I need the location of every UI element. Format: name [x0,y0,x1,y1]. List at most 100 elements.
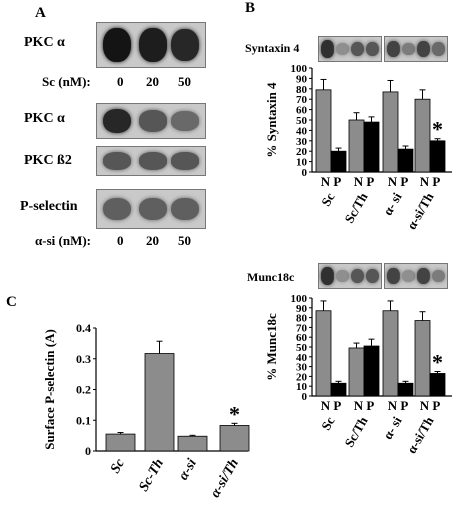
category-label: α-si/Th [208,456,242,500]
bar [177,435,208,452]
sc-concentration-value: 50 [178,74,191,89]
y-tick-label: 20 [296,371,308,383]
blot-band [103,197,131,221]
si-concentration-value: 0 [117,233,124,248]
blot-label-pkc-alpha-2: PKC α [24,111,65,126]
y-tick-label: 0.4 [76,321,91,335]
blot-band [432,42,445,56]
blot-band [432,269,445,283]
blot-band [171,111,199,131]
sc-concentration-label: Sc (nM): [42,74,91,89]
blot-band [417,41,430,57]
panel-b-letter: B [245,0,256,16]
blot-band [417,268,430,284]
western-blot-syntaxin-4-right [384,36,448,62]
blot-label-pkc-beta2: PKC ß2 [24,153,72,168]
blot-band [139,110,167,132]
group-sublabel: N P [420,398,441,413]
y-tick-label: 0.1 [76,413,91,427]
significance-asterisk: * [432,117,443,142]
y-tick-label: 40 [296,352,308,364]
blot-band [139,197,167,221]
group-sublabel: N P [420,174,441,189]
y-tick-label: 60 [296,105,308,117]
blot-band [103,27,131,63]
western-blot-pkc-alpha-2 [96,103,206,139]
bar [144,353,175,452]
bar [105,433,136,452]
blot-band [139,28,167,62]
bar [219,425,250,452]
blot-band [171,197,199,221]
western-blot-syntaxin-4-left [318,36,382,62]
blot-label-munc18c: Munc18c [247,270,295,284]
si-concentration-value: 20 [146,233,159,248]
blot-band [402,42,415,56]
blot-band [321,267,334,285]
category-label: α-si [176,456,200,482]
y-tick-label: 90 [296,73,308,85]
panel-a-letter: A [35,5,46,21]
sc-concentration-value: 20 [146,74,159,89]
y-axis-label: % Munc18c [264,313,279,381]
blot-band [171,28,199,62]
y-tick-label: 80 [296,313,308,325]
blot-band [139,152,167,170]
y-tick-label: 90 [296,303,308,315]
blot-band [171,152,199,170]
si-concentration-label: α-si (nM): [35,233,91,248]
group-sublabel: N P [354,174,375,189]
y-tick-label: 100 [291,293,308,305]
western-blot-pkc-alpha-1 [96,22,206,68]
blot-band [351,268,364,284]
category-label: Sc [108,456,128,476]
blot-band [336,43,349,55]
y-tick-label: 10 [296,381,308,393]
y-tick-label: 0 [302,391,308,403]
blot-band [387,268,400,284]
y-tick-label: 30 [296,136,308,148]
y-tick-label: 70 [296,322,308,334]
blot-band [366,41,379,57]
y-tick-label: 60 [296,332,308,344]
significance-asterisk: * [229,401,240,426]
western-blot-pkc-beta2 [96,146,206,176]
blot-band [336,270,349,282]
blot-band [351,41,364,57]
blot-label-syntaxin-4: Syntaxin 4 [245,41,300,55]
panel-c-letter: C [6,294,17,310]
group-sublabel: N P [388,174,409,189]
western-blot-p-selectin [96,189,206,229]
y-tick-label: 0.3 [76,352,91,366]
y-tick-label: 70 [296,94,308,106]
y-tick-label: 100 [291,63,308,75]
blot-band [103,108,131,134]
y-tick-label: 20 [296,146,308,158]
blot-band [387,41,400,57]
y-tick-label: 80 [296,84,308,96]
y-tick-label: 40 [296,125,308,137]
y-tick-label: 0 [85,444,91,458]
blot-band [103,152,131,170]
western-blot-munc18c-left [318,263,382,289]
y-tick-label: 0.2 [76,383,91,397]
y-tick-label: 0 [302,167,308,179]
y-tick-label: 30 [296,362,308,374]
y-tick-label: 50 [296,342,308,354]
blot-band [321,40,334,58]
blot-band [366,268,379,284]
blot-band [402,270,415,282]
group-sublabel: N P [321,398,342,413]
y-axis-label: Surface P-selectin (A) [42,329,57,450]
y-tick-label: 10 [296,157,308,169]
blot-label-p-selectin: P-selectin [20,199,78,214]
category-label: Sc-Th [136,456,167,494]
sc-concentration-value: 0 [117,74,124,89]
significance-asterisk: * [432,350,443,375]
group-sublabel: N P [354,398,375,413]
si-concentration-value: 50 [178,233,191,248]
western-blot-munc18c-right [384,263,448,289]
